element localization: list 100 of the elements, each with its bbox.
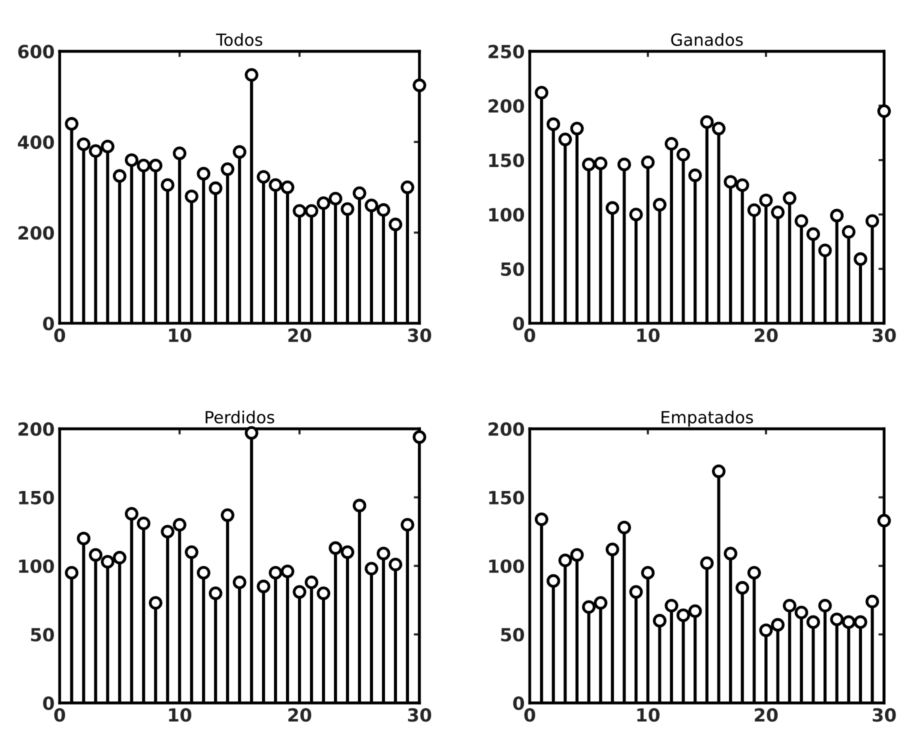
- point: [877, 514, 891, 528]
- point: [124, 507, 138, 521]
- point: [244, 68, 258, 82]
- y-tick-label: 100: [19, 559, 54, 573]
- point: [100, 554, 114, 569]
- point: [352, 498, 366, 512]
- point: [700, 556, 714, 570]
- chart-title: Perdidos: [206, 410, 274, 424]
- point: [866, 594, 880, 608]
- point: [148, 158, 162, 172]
- y-tick-label: 100: [489, 208, 524, 222]
- point: [854, 615, 868, 629]
- point: [877, 104, 891, 118]
- point: [747, 203, 761, 217]
- y-tick-label: 0: [513, 696, 524, 710]
- point: [76, 532, 90, 546]
- point: [794, 214, 808, 228]
- point: [629, 208, 643, 222]
- point: [724, 175, 738, 189]
- point: [64, 117, 78, 131]
- point: [136, 516, 150, 530]
- point: [328, 192, 342, 206]
- point: [736, 581, 750, 595]
- point: [641, 566, 655, 580]
- point: [376, 546, 390, 560]
- point: [76, 137, 90, 151]
- y-tick-label: 50: [501, 262, 524, 276]
- chart-title: Ganados: [671, 33, 743, 46]
- point: [196, 166, 210, 180]
- point: [220, 508, 234, 522]
- point: [148, 596, 162, 610]
- point: [172, 518, 186, 532]
- y-tick-label: 400: [18, 135, 54, 150]
- point: [806, 227, 820, 241]
- x-tick-label: 20: [288, 708, 312, 722]
- y-tick-label: 150: [19, 490, 54, 504]
- point: [629, 585, 643, 599]
- point: [782, 598, 796, 612]
- point: [854, 252, 868, 266]
- x-tick-label: 0: [54, 328, 66, 342]
- point: [136, 158, 150, 172]
- point: [112, 550, 126, 564]
- point: [641, 155, 655, 170]
- y-tick-label: 200: [488, 99, 524, 113]
- point: [794, 606, 808, 620]
- point: [688, 168, 702, 182]
- point: [676, 148, 690, 162]
- point: [759, 624, 773, 638]
- point: [112, 169, 126, 183]
- x-tick-label: 10: [637, 328, 660, 342]
- point: [88, 144, 102, 158]
- x-tick-label: 20: [288, 328, 312, 342]
- point: [712, 464, 726, 478]
- point: [88, 548, 102, 562]
- point: [866, 214, 880, 228]
- point: [818, 598, 832, 612]
- point: [388, 558, 402, 572]
- point: [184, 545, 198, 559]
- point: [256, 580, 270, 594]
- x-tick-label: 20: [754, 328, 778, 342]
- y-tick-label: 150: [489, 154, 524, 168]
- point: [160, 178, 174, 192]
- point: [664, 598, 678, 612]
- point: [412, 78, 426, 92]
- point: [208, 181, 222, 195]
- point: [652, 198, 666, 212]
- x-tick-label: 0: [524, 708, 536, 722]
- point: [771, 618, 785, 632]
- point: [268, 178, 282, 192]
- point: [364, 198, 378, 212]
- point: [771, 206, 785, 220]
- point: [782, 191, 796, 205]
- point: [268, 566, 282, 580]
- point: [316, 196, 330, 210]
- point: [304, 576, 318, 590]
- point: [244, 426, 258, 440]
- point: [352, 186, 366, 200]
- point: [232, 576, 246, 590]
- y-tick-label: 0: [513, 316, 524, 330]
- point: [818, 244, 832, 258]
- point: [328, 541, 342, 555]
- x-tick-label: 10: [169, 708, 192, 722]
- point: [364, 562, 378, 576]
- point: [570, 122, 584, 136]
- point: [606, 542, 620, 556]
- chart-title: Empatados: [662, 410, 753, 427]
- point: [688, 604, 702, 618]
- point: [830, 612, 844, 626]
- point: [747, 566, 761, 580]
- point: [676, 608, 690, 622]
- point: [412, 430, 426, 444]
- x-tick-label: 0: [54, 708, 66, 722]
- point: [280, 180, 294, 194]
- y-tick-label: 0: [43, 696, 54, 710]
- x-tick-label: 20: [754, 708, 778, 722]
- point: [664, 137, 678, 151]
- point: [652, 614, 666, 628]
- point: [292, 204, 306, 218]
- point: [184, 190, 198, 204]
- point: [712, 122, 726, 136]
